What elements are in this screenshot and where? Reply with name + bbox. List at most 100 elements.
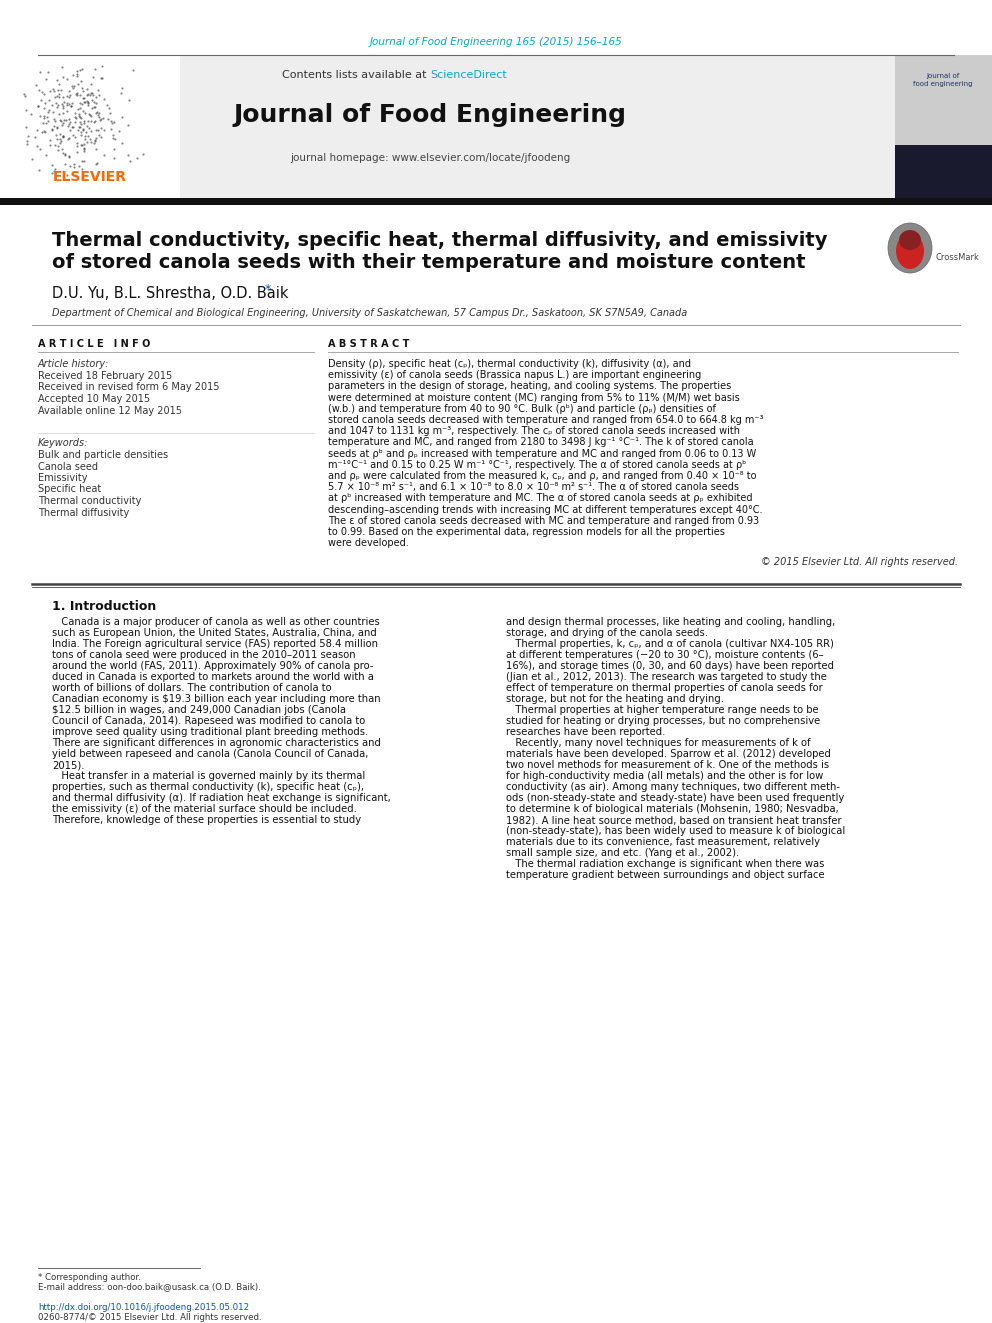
Point <box>81 118 97 139</box>
Text: Canola seed: Canola seed <box>38 462 98 471</box>
Point <box>107 128 123 149</box>
Text: Received 18 February 2015: Received 18 February 2015 <box>38 370 173 381</box>
Point <box>96 119 112 140</box>
Point <box>77 128 93 149</box>
Point <box>59 164 74 185</box>
Point <box>43 135 59 156</box>
Text: ELSEVIER: ELSEVIER <box>53 169 127 184</box>
Text: storage, and drying of the canola seeds.: storage, and drying of the canola seeds. <box>506 628 708 639</box>
Point <box>51 86 66 107</box>
Point <box>55 94 70 115</box>
Point <box>125 60 141 81</box>
Point <box>63 95 79 116</box>
Point <box>65 64 81 85</box>
Text: Thermal diffusivity: Thermal diffusivity <box>38 508 129 517</box>
Point <box>56 110 71 131</box>
Text: Department of Chemical and Biological Engineering, University of Saskatchewan, 5: Department of Chemical and Biological En… <box>52 308 687 318</box>
Text: yield between rapeseed and canola (Canola Council of Canada,: yield between rapeseed and canola (Canol… <box>52 749 368 759</box>
Point <box>84 82 100 103</box>
Point <box>62 111 77 132</box>
Text: seeds at ρᵇ and ρₚ increased with temperature and MC and ranged from 0.06 to 0.1: seeds at ρᵇ and ρₚ increased with temper… <box>328 448 756 459</box>
Point <box>83 74 99 95</box>
Point <box>60 101 75 122</box>
Text: effect of temperature on thermal properties of canola seeds for: effect of temperature on thermal propert… <box>506 684 822 693</box>
Point <box>91 124 107 146</box>
Text: and 1047 to 1131 kg m⁻³, respectively. The cₚ of stored canola seeds increased w: and 1047 to 1131 kg m⁻³, respectively. T… <box>328 426 740 437</box>
Point <box>80 91 96 112</box>
Point <box>37 107 53 128</box>
Text: The ε of stored canola seeds decreased with MC and temperature and ranged from 0: The ε of stored canola seeds decreased w… <box>328 516 759 525</box>
Text: *: * <box>265 283 271 296</box>
Text: materials due to its convenience, fast measurement, relatively: materials due to its convenience, fast m… <box>506 837 820 848</box>
Point <box>46 160 62 181</box>
Point <box>32 62 48 83</box>
Text: emissivity (ε) of canola seeds (Brassica napus L.) are important engineering: emissivity (ε) of canola seeds (Brassica… <box>328 370 701 380</box>
Point <box>86 111 102 132</box>
Text: two novel methods for measurement of k. One of the methods is: two novel methods for measurement of k. … <box>506 761 829 770</box>
Point <box>18 116 34 138</box>
Text: were developed.: were developed. <box>328 538 409 548</box>
Point <box>19 134 35 155</box>
Text: A B S T R A C T: A B S T R A C T <box>328 339 410 349</box>
Point <box>58 153 73 175</box>
Point <box>44 155 60 176</box>
Point <box>38 112 54 134</box>
Point <box>75 119 91 140</box>
Point <box>64 116 80 138</box>
Point <box>81 83 97 105</box>
Point <box>82 106 98 127</box>
Text: Thermal properties at higher temperature range needs to be: Thermal properties at higher temperature… <box>506 705 818 716</box>
Point <box>60 128 75 149</box>
Point <box>85 85 101 106</box>
Point <box>79 90 95 111</box>
Point <box>43 81 59 102</box>
Point <box>41 102 57 123</box>
Point <box>62 87 77 108</box>
Point <box>70 103 86 124</box>
Bar <box>895 146 992 200</box>
Text: 16%), and storage times (0, 30, and 60 days) have been reported: 16%), and storage times (0, 30, and 60 d… <box>506 662 834 671</box>
Text: tons of canola seed were produced in the 2010–2011 season: tons of canola seed were produced in the… <box>52 651 355 660</box>
Point <box>69 73 85 94</box>
Point <box>106 138 122 159</box>
Point <box>73 149 89 171</box>
Point <box>79 131 95 152</box>
Point <box>68 85 84 106</box>
Point <box>77 91 93 112</box>
Point <box>91 106 107 127</box>
Point <box>105 128 121 149</box>
Text: Recently, many novel techniques for measurements of k of: Recently, many novel techniques for meas… <box>506 738 810 749</box>
Point <box>49 93 64 114</box>
Point <box>87 102 103 123</box>
Point <box>62 127 77 148</box>
Point <box>94 67 110 89</box>
Text: m⁻¹°C⁻¹ and 0.15 to 0.25 W m⁻¹ °C⁻¹, respectively. The α of stored canola seeds : m⁻¹°C⁻¹ and 0.15 to 0.25 W m⁻¹ °C⁻¹, res… <box>328 460 746 470</box>
Point <box>67 127 83 148</box>
Point <box>60 94 75 115</box>
Point <box>80 83 96 105</box>
Text: 1. Introduction: 1. Introduction <box>52 599 157 613</box>
Text: conductivity (as air). Among many techniques, two different meth-: conductivity (as air). Among many techni… <box>506 782 840 792</box>
Point <box>90 105 106 126</box>
Point <box>49 128 64 149</box>
Text: Accepted 10 May 2015: Accepted 10 May 2015 <box>38 394 150 404</box>
Point <box>65 124 81 146</box>
Point <box>75 119 91 140</box>
Point <box>56 127 71 148</box>
Point <box>74 81 90 102</box>
Point <box>87 86 103 107</box>
Point <box>60 115 75 136</box>
Text: E-mail address: oon-doo.baik@usask.ca (O.D. Baik).: E-mail address: oon-doo.baik@usask.ca (O… <box>38 1282 261 1291</box>
Point <box>62 147 77 168</box>
Point <box>87 130 103 151</box>
Point <box>66 111 82 132</box>
Text: ods (non-steady-state and steady-state) have been used frequently: ods (non-steady-state and steady-state) … <box>506 794 844 803</box>
Point <box>45 163 61 184</box>
Point <box>51 103 66 124</box>
Point <box>95 108 111 130</box>
Point <box>69 82 85 103</box>
Point <box>63 93 79 114</box>
Point <box>36 120 52 142</box>
Point <box>19 131 35 152</box>
Point <box>29 74 45 95</box>
